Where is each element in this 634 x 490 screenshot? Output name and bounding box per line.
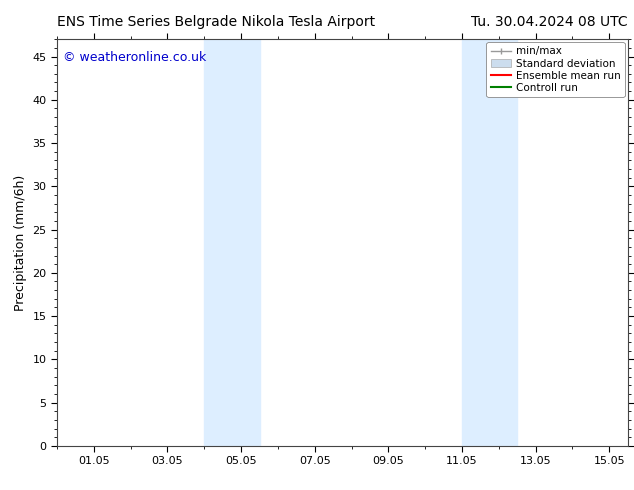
Text: © weatheronline.co.uk: © weatheronline.co.uk [63, 51, 206, 64]
Y-axis label: Precipitation (mm/6h): Precipitation (mm/6h) [14, 174, 27, 311]
Text: ENS Time Series Belgrade Nikola Tesla Airport: ENS Time Series Belgrade Nikola Tesla Ai… [57, 15, 375, 29]
Bar [204, 39, 259, 446]
Bar [462, 39, 517, 446]
Text: Tu. 30.04.2024 08 UTC: Tu. 30.04.2024 08 UTC [471, 15, 628, 29]
Legend: min/max, Standard deviation, Ensemble mean run, Controll run: min/max, Standard deviation, Ensemble me… [486, 42, 624, 97]
